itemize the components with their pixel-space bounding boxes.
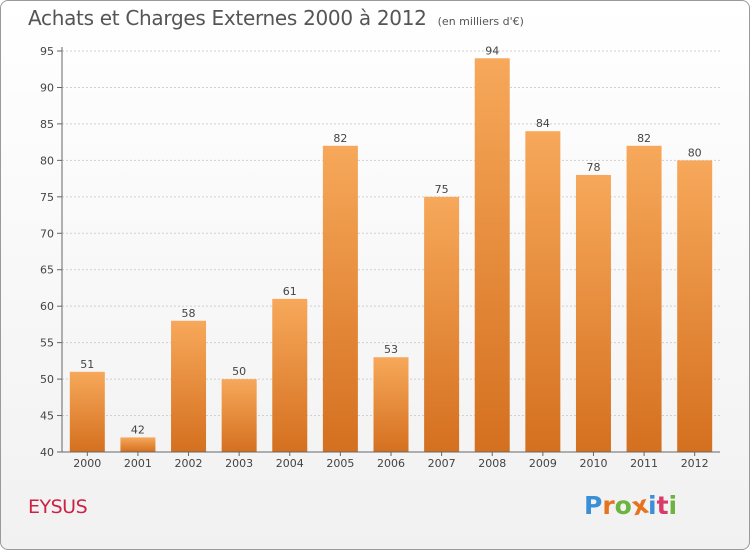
- y-tick-label: 80: [40, 154, 54, 167]
- bar-2008: [474, 58, 510, 453]
- logo-letter: P: [584, 491, 603, 520]
- logo-letter: i: [668, 491, 678, 520]
- commune-name: EYSUS: [28, 496, 88, 518]
- x-tick-label-2010: 2010: [579, 457, 607, 470]
- data-label-2009: 84: [536, 117, 550, 130]
- logo-letter: r: [602, 491, 615, 520]
- data-label-2012: 80: [688, 146, 702, 159]
- x-tick-label-2012: 2012: [681, 457, 709, 470]
- proxiti-logo: Proxiti: [584, 490, 678, 522]
- bar-2000: [69, 371, 105, 452]
- bar-2003: [221, 379, 257, 452]
- bar-2006: [373, 357, 409, 452]
- y-tick-label: 90: [40, 81, 54, 94]
- bar-2007: [424, 196, 460, 452]
- bar-2009: [525, 131, 561, 452]
- x-tick-label-2006: 2006: [377, 457, 405, 470]
- y-tick-label: 40: [40, 446, 54, 459]
- chart-title: Achats et Charges Externes 2000 à 2012: [28, 6, 427, 30]
- bar-2010: [575, 174, 611, 453]
- data-label-2006: 53: [384, 343, 398, 356]
- logo-letter: t: [656, 491, 669, 520]
- data-label-2011: 82: [637, 132, 651, 145]
- bar-2004: [272, 298, 308, 452]
- y-tick-label: 75: [40, 191, 54, 204]
- y-tick-label: 65: [40, 264, 54, 277]
- y-tick-label: 50: [40, 373, 54, 386]
- y-tick-label: 60: [40, 300, 54, 313]
- data-label-2001: 42: [131, 423, 145, 436]
- x-tick-label-2005: 2005: [326, 457, 354, 470]
- title-row: Achats et Charges Externes 2000 à 2012 (…: [28, 6, 524, 30]
- y-tick-label: 45: [40, 410, 54, 423]
- logo-letter: i: [648, 491, 657, 520]
- data-label-2003: 50: [232, 365, 246, 378]
- y-tick-label: 95: [40, 45, 54, 58]
- x-tick-label-2004: 2004: [276, 457, 304, 470]
- x-tick-label-2011: 2011: [630, 457, 658, 470]
- data-label-2007: 75: [435, 183, 449, 196]
- x-tick-label-2009: 2009: [529, 457, 557, 470]
- bar-2002: [171, 320, 207, 452]
- x-tick-label-2001: 2001: [124, 457, 152, 470]
- data-label-2000: 51: [80, 358, 94, 371]
- x-tick-label-2000: 2000: [73, 457, 101, 470]
- data-label-2008: 94: [485, 44, 499, 57]
- data-label-2010: 78: [586, 161, 600, 174]
- x-tick-label-2007: 2007: [428, 457, 456, 470]
- bar-2005: [322, 145, 358, 453]
- bar-2012: [677, 160, 713, 452]
- data-label-2005: 82: [333, 132, 347, 145]
- bar-2001: [120, 437, 156, 452]
- x-tick-label-2002: 2002: [175, 457, 203, 470]
- y-tick-label: 55: [40, 337, 54, 350]
- y-tick-label: 85: [40, 118, 54, 131]
- logo-letter: o: [614, 491, 632, 520]
- data-label-2002: 58: [182, 307, 196, 320]
- bar-2011: [626, 145, 662, 453]
- data-label-2004: 61: [283, 285, 297, 298]
- x-tick-label-2003: 2003: [225, 457, 253, 470]
- x-tick-label-2008: 2008: [478, 457, 506, 470]
- y-tick-label: 70: [40, 227, 54, 240]
- chart-subtitle: (en milliers d'€): [437, 15, 524, 28]
